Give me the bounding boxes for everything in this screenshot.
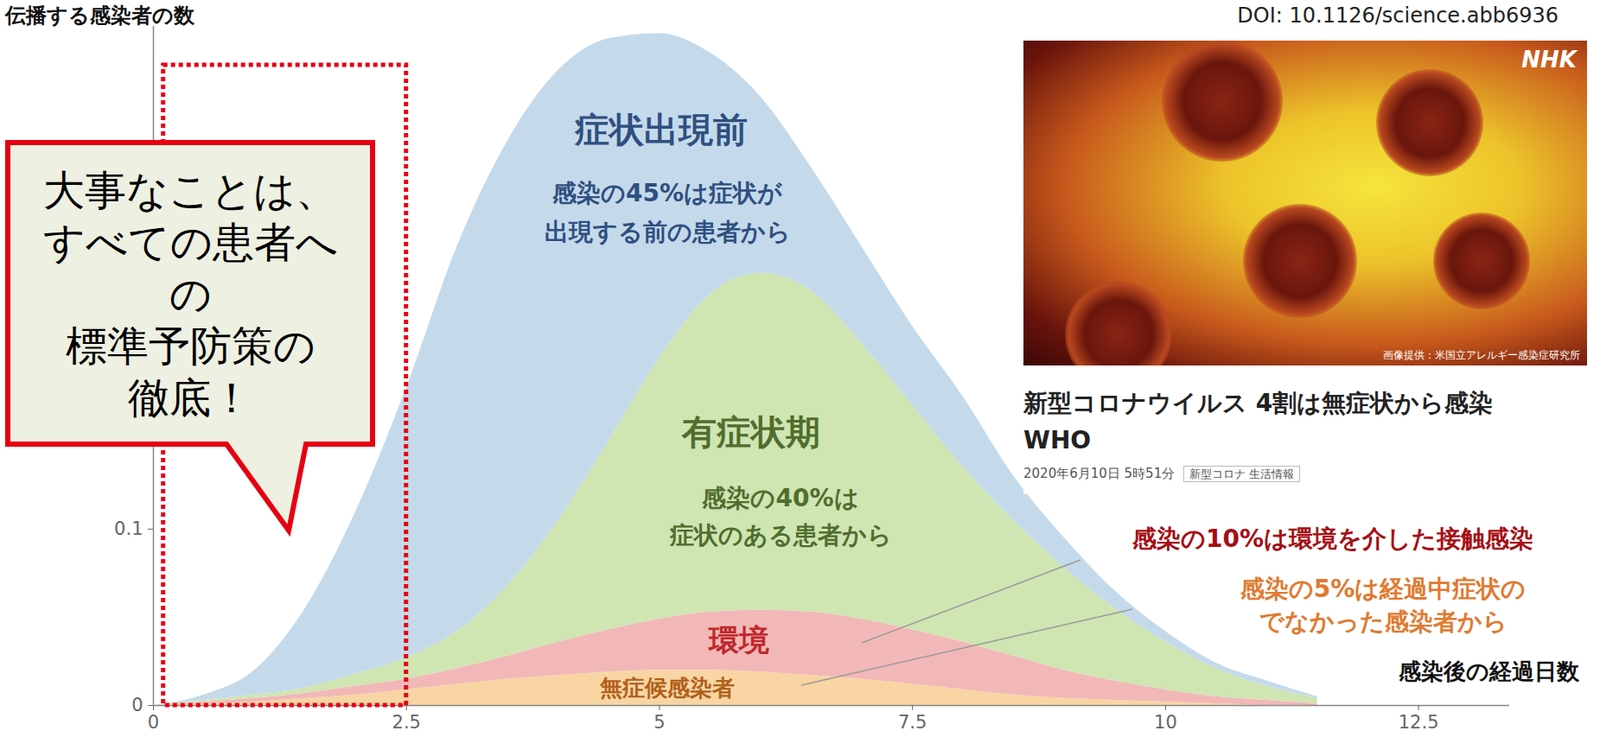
html-text:有症状期: 有症状期 <box>682 412 821 453</box>
html-text:標準予防策の: 標準予防策の <box>65 321 316 370</box>
html-text:無症候感染者: 無症候感染者 <box>599 675 735 702</box>
html-text:NHK: NHK <box>1521 46 1577 73</box>
html-text:感染の5%は経過中症状の: 感染の5%は経過中症状の <box>1240 574 1526 604</box>
svg-text:0.1: 0.1 <box>114 518 143 540</box>
html-text:新型コロナウイルス 4割は無症状から感染: 新型コロナウイルス 4割は無症状から感染 <box>1023 388 1493 418</box>
html-text:環境: 環境 <box>708 622 770 658</box>
html-text:症状のある患者から: 症状のある患者から <box>669 521 892 550</box>
svg-text:2.5: 2.5 <box>392 712 421 734</box>
html-text:2020年6月10日 5時51分: 2020年6月10日 5時51分 <box>1023 465 1175 482</box>
html-text:感染の45%は症状が: 感染の45%は症状が <box>552 178 783 208</box>
html-text:DOI: 10.1126/science.abb6936: DOI: 10.1126/science.abb6936 <box>1237 3 1559 28</box>
html-text:感染の10%は環境を介した接触感染: 感染の10%は環境を介した接触感染 <box>1132 524 1534 554</box>
html-text:の: の <box>168 269 212 318</box>
html-text:感染の40%は: 感染の40%は <box>702 484 859 513</box>
html-text:伝播する感染者の数: 伝播する感染者の数 <box>5 3 195 28</box>
html-text:新型コロナ 生活情報: 新型コロナ 生活情報 <box>1189 467 1295 481</box>
html-text:徹底！: 徹底！ <box>127 372 253 422</box>
html-text:出現する前の患者から: 出現する前の患者から <box>544 217 791 247</box>
html-text:感染後の経過日数: 感染後の経過日数 <box>1398 658 1580 685</box>
svg-text:7.5: 7.5 <box>898 712 927 734</box>
html-text:WHO: WHO <box>1023 426 1091 455</box>
html-text:でなかった感染者から: でなかった感染者から <box>1258 607 1508 637</box>
svg-text:0: 0 <box>131 694 143 716</box>
html-text:症状出現前: 症状出現前 <box>574 109 748 150</box>
svg-text:12.5: 12.5 <box>1398 712 1440 734</box>
svg-text:10: 10 <box>1153 712 1178 734</box>
html-text:大事なことは、: 大事なことは、 <box>43 165 338 214</box>
html-text:すべての患者へ: すべての患者へ <box>42 217 338 266</box>
svg-text:5: 5 <box>653 712 665 734</box>
html-text:画像提供：米国立アレルギー感染症研究所: 画像提供：米国立アレルギー感染症研究所 <box>1383 349 1581 362</box>
svg-text:0: 0 <box>147 712 160 734</box>
